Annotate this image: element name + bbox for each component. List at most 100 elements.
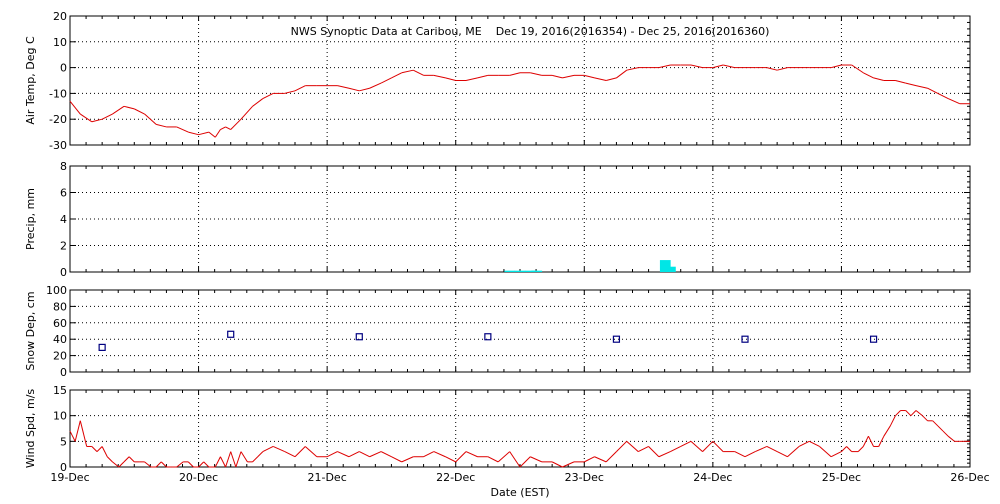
panel-4-line-segment (304, 446, 318, 458)
panel-4-line-segment (841, 446, 847, 452)
panel-4-line-segment (112, 461, 120, 468)
panel-4-line-segment (487, 456, 499, 463)
panel-4-line-segment (326, 451, 338, 458)
panel-4-line-segment (648, 446, 660, 458)
panel-1-line-segment (477, 74, 488, 79)
chart-title: NWS Synoptic Data at Caribou, ME Dec 19,… (291, 25, 770, 38)
panel-4-frame (69, 389, 971, 468)
panel-2-ytick-label: 4 (60, 213, 67, 226)
panel-4-line-segment (658, 451, 671, 458)
panel-1-line-segment (937, 92, 949, 100)
x-tick-label-24-dec: 24-Dec (693, 471, 732, 484)
panel-1-ytick-label: 20 (53, 10, 67, 23)
panel-2-ytick-label: 8 (60, 160, 67, 173)
panel-1-line-segment (445, 77, 456, 81)
panel-4-line-segment (497, 451, 511, 463)
panel-1-line-segment (91, 118, 103, 123)
panel-1-line-segment (156, 123, 167, 128)
panel-4-line-segment (915, 410, 923, 417)
panel-1-ytick-label: -10 (49, 87, 67, 100)
panel-4-line-segment (187, 461, 194, 468)
panel-4-line-segment (225, 451, 232, 468)
panel-4-line-segment (198, 461, 205, 468)
panel-3-ytick-label: 20 (53, 350, 67, 363)
panel-4-line-segment (252, 456, 259, 463)
panel-1-line-segment (851, 64, 864, 74)
panel-1-line-segment (658, 64, 671, 69)
panel-4-ytick-label: 15 (53, 384, 67, 397)
panel-2-bar (531, 270, 543, 272)
panel-4-line-segment (257, 451, 264, 458)
panel-1-line-segment (584, 74, 595, 79)
panel-3-ylabel: Snow Dep, cm (24, 291, 37, 370)
panel-1-line-segment (690, 64, 703, 69)
panel-4-line-segment (690, 440, 703, 452)
panel-3-ytick-label: 0 (60, 366, 67, 379)
panel-1-line-segment (927, 87, 939, 94)
panel-1-line-segment (134, 108, 145, 115)
panel-4-ytick-label: 5 (60, 435, 67, 448)
panel-1-line-segment (188, 131, 199, 136)
panel-1-line-segment (433, 74, 446, 79)
panel-1-ylabel: Air Temp, Deg C (24, 36, 37, 125)
panel-1-line-segment (69, 100, 81, 115)
panel-1-line-segment (337, 85, 350, 89)
panel-2-ytick-label: 2 (60, 240, 67, 253)
panel-3-point (741, 335, 749, 343)
panel-1-line-segment (723, 64, 735, 69)
panel-1-line-segment (123, 105, 135, 110)
panel-1-line-segment (391, 72, 402, 79)
panel-1-line-segment (144, 113, 157, 125)
panel-1-line-segment (198, 131, 209, 136)
panel-4-line-segment (401, 456, 414, 463)
panel-4-line-segment (69, 430, 76, 442)
panel-1-line-segment (348, 87, 360, 92)
panel-4-line-segment (214, 456, 221, 468)
panel-4-line-segment (380, 451, 392, 458)
panel-4-line-segment (455, 451, 467, 463)
panel-1-ytick-label: -30 (49, 139, 67, 152)
panel-4-line-segment (96, 446, 103, 452)
panel-4-line-segment (947, 435, 955, 442)
panel-1-ytick-label: 0 (60, 62, 67, 75)
panel-4-line-segment (712, 440, 724, 452)
panel-3-point (612, 335, 621, 343)
panel-2-bar (514, 270, 526, 272)
panel-1-line-segment (915, 85, 928, 89)
panel-3-ytick-label: 80 (53, 300, 67, 313)
panel-4-line-segment (830, 451, 842, 458)
panel-4-line-segment (348, 451, 360, 458)
panel-1-ytick-label: -20 (49, 113, 67, 126)
panel-1-line-segment (262, 92, 274, 100)
panel-3-ytick-label: 100 (46, 284, 67, 297)
panel-3-ytick-label: 60 (53, 317, 67, 330)
panel-4-line-segment (895, 410, 901, 417)
panel-4-line-segment (878, 435, 885, 447)
panel-1-line-segment (465, 77, 478, 81)
panel-1-line-segment (220, 126, 226, 130)
panel-4-line-segment (889, 415, 896, 427)
panel-1-line-segment (831, 64, 842, 69)
panel-2-bar (659, 260, 671, 272)
panel-4-line-segment (176, 461, 184, 468)
panel-4-line-segment (519, 456, 531, 468)
panel-4-line-segment (262, 446, 274, 453)
panel-1-line-segment (225, 126, 231, 130)
panel-4-line-segment (638, 446, 649, 453)
panel-1-line-segment (214, 129, 221, 138)
panel-4-line-segment (551, 461, 563, 468)
panel-4-line-segment (509, 451, 521, 468)
panel-4-line-segment (530, 456, 543, 463)
x-axis-label: Date (EST) (490, 486, 549, 499)
panel-4-line-segment (219, 456, 227, 468)
x-tick-label-25-dec: 25-Dec (822, 471, 861, 484)
panel-1-line-segment (401, 69, 414, 74)
panel-4-line-segment (626, 440, 639, 452)
x-tick-label-19-dec: 19-Dec (50, 471, 89, 484)
panel-1-line-segment (284, 90, 296, 94)
panel-1-line-segment (359, 87, 370, 92)
panel-4-line-segment (787, 446, 800, 458)
x-tick-label-21-dec: 21-Dec (308, 471, 347, 484)
panel-4-line-segment (766, 446, 778, 453)
panel-4-line-segment (846, 446, 853, 452)
